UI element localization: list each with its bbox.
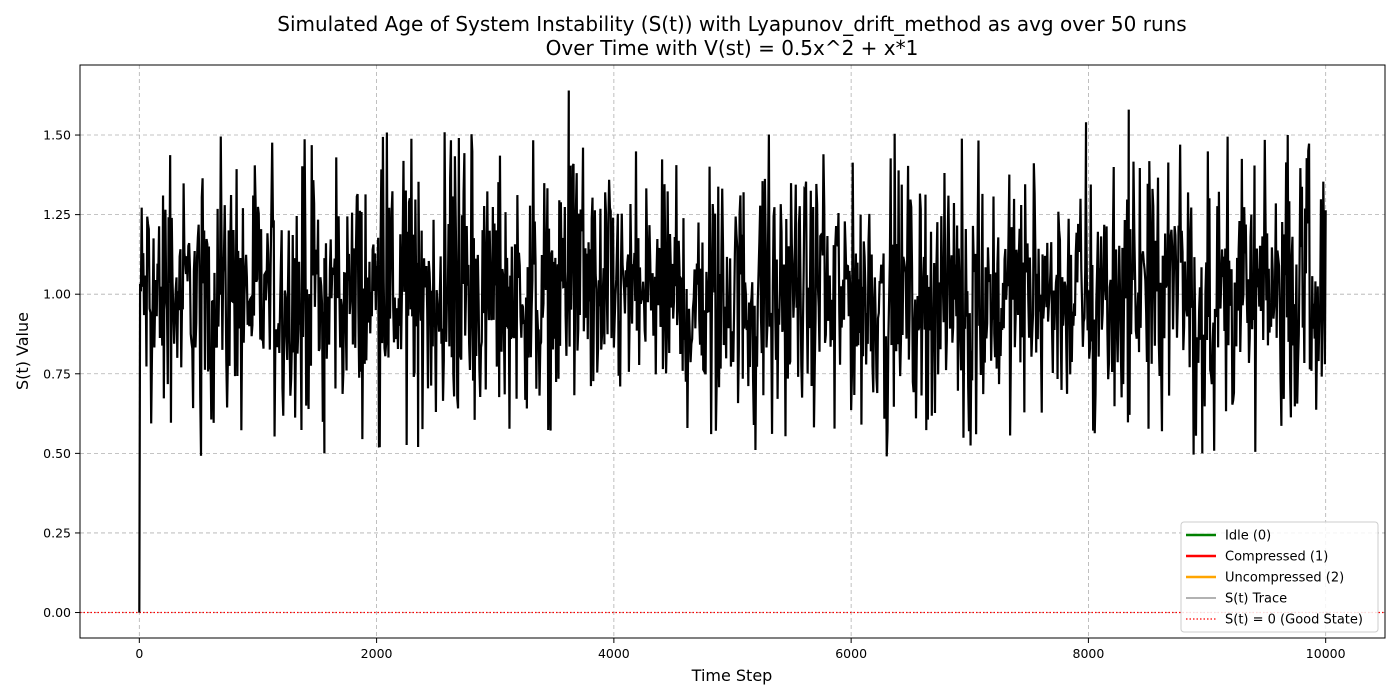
y-tick-label: 0.50	[43, 446, 71, 461]
y-tick-label: 0.25	[43, 525, 71, 540]
y-axis-label: S(t) Value	[13, 312, 32, 390]
y-tick-label: 1.50	[43, 128, 71, 143]
y-tick-label: 0.00	[43, 605, 71, 620]
y-tick-label: 0.75	[43, 366, 71, 381]
series-group	[138, 90, 1327, 613]
x-tick-label: 4000	[598, 646, 630, 661]
x-tick-label: 10000	[1306, 646, 1346, 661]
x-tick-label: 2000	[361, 646, 393, 661]
chart-title-line2: Over Time with V(st) = 0.5x^2 + x*1	[546, 36, 919, 60]
legend-label: Compressed (1)	[1225, 550, 1328, 565]
x-tick-label: 6000	[835, 646, 867, 661]
x-axis-ticks: 0 2000 4000 6000 8000 10000	[135, 638, 1346, 661]
y-axis-ticks: 0.00 0.25 0.50 0.75 1.00 1.25 1.50	[43, 128, 80, 620]
y-tick-label: 1.00	[43, 287, 71, 302]
y-tick-label: 1.25	[43, 207, 71, 222]
x-tick-label: 8000	[1073, 646, 1105, 661]
legend-label: Uncompressed (2)	[1225, 571, 1344, 586]
chart-title-line1: Simulated Age of System Instability (S(t…	[277, 12, 1186, 36]
series-line-st-trace	[138, 90, 1327, 613]
x-tick-label: 0	[135, 646, 143, 661]
x-axis-label: Time Step	[691, 666, 773, 685]
legend: Idle (0) Compressed (1) Uncompressed (2) S(…	[1180, 521, 1379, 633]
legend-label: S(t) = 0 (Good State)	[1225, 613, 1363, 628]
plot-area-frame	[79, 64, 1386, 639]
legend-label: Idle (0)	[1225, 529, 1271, 544]
legend-box	[1180, 521, 1379, 633]
legend-label: S(t) Trace	[1225, 592, 1287, 607]
